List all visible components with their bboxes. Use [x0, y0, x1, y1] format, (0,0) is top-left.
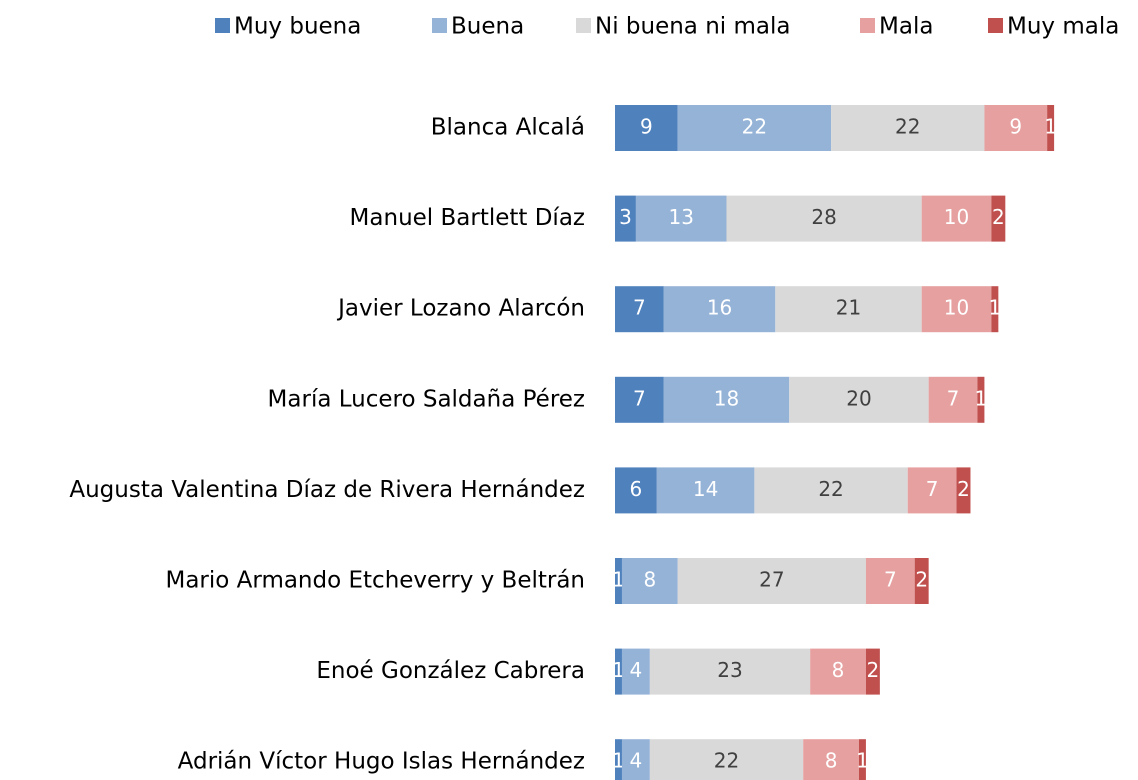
bar-segment: [649, 648, 811, 695]
legend-label: Ni buena ni mala: [595, 14, 790, 40]
bar-segment: [914, 558, 929, 604]
bar-segment: [615, 558, 622, 604]
value-label: 1: [612, 658, 625, 682]
bar-segment: [810, 648, 866, 695]
legend-swatch: [576, 18, 591, 33]
value-label: 8: [825, 749, 838, 773]
bar-segment: [635, 195, 727, 242]
bar-segment: [775, 286, 922, 333]
value-label: 1: [856, 749, 869, 773]
value-label: 7: [926, 477, 939, 501]
value-label: 28: [811, 205, 836, 229]
bar-segment: [663, 376, 790, 423]
bar-segment: [615, 467, 657, 514]
bar-segment: [621, 739, 650, 780]
bar-segment: [677, 558, 866, 604]
bar-segment: [754, 467, 908, 514]
value-label: 22: [742, 115, 767, 139]
legend-swatch: [432, 18, 447, 33]
bar-segment: [984, 105, 1048, 151]
bar-segment: [803, 739, 859, 780]
category-label: Enoé González Cabrera: [316, 658, 585, 684]
bar-segment: [1047, 105, 1055, 151]
value-label: 7: [947, 386, 960, 410]
bar-segment: [621, 648, 650, 695]
value-label: 23: [717, 658, 742, 682]
category-label: Manuel Bartlett Díaz: [350, 205, 585, 231]
value-label: 22: [714, 749, 739, 773]
value-label: 10: [944, 205, 969, 229]
bar-segment: [621, 558, 678, 604]
bar-segment: [858, 739, 866, 780]
bar-segment: [789, 376, 929, 423]
value-label: 1: [988, 296, 1001, 320]
value-label: 2: [915, 568, 928, 592]
bar-segment: [615, 376, 664, 423]
value-label: 8: [832, 658, 845, 682]
bar-segment: [977, 376, 985, 423]
value-label: 7: [633, 296, 646, 320]
value-label: 10: [944, 296, 969, 320]
bar-segment: [615, 105, 678, 151]
legend-label: Mala: [879, 14, 933, 40]
legend-label: Muy buena: [234, 14, 361, 40]
value-label: 22: [818, 477, 843, 501]
value-label: 9: [640, 115, 653, 139]
bar-segment: [656, 467, 755, 514]
category-label: Adrián Víctor Hugo Islas Hernández: [178, 749, 585, 775]
value-label: 18: [714, 386, 739, 410]
bar-segment: [831, 105, 985, 151]
bar-segment: [865, 558, 915, 604]
value-label: 2: [957, 477, 970, 501]
value-label: 20: [846, 386, 871, 410]
value-label: 1: [1044, 115, 1057, 139]
value-label: 7: [884, 568, 897, 592]
bar-segment: [921, 286, 992, 333]
bar-segment: [615, 648, 622, 695]
legend-swatch: [988, 18, 1003, 33]
legend-swatch: [860, 18, 875, 33]
category-label: Augusta Valentina Díaz de Rivera Hernánd…: [69, 477, 585, 503]
bar-segment: [991, 286, 999, 333]
bar-segment: [907, 467, 957, 514]
value-label: 1: [612, 749, 625, 773]
bar-segment: [649, 739, 804, 780]
value-label: 14: [693, 477, 718, 501]
bar-segment: [615, 195, 636, 242]
bar-segment: [928, 376, 978, 423]
bar-segment: [677, 105, 832, 151]
legend-label: Muy mala: [1007, 14, 1119, 40]
value-label: 7: [633, 386, 646, 410]
value-label: 2: [867, 658, 880, 682]
category-label: María Lucero Saldaña Pérez: [268, 386, 585, 412]
value-label: 2: [992, 205, 1005, 229]
bar-segment: [615, 286, 664, 333]
value-label: 22: [895, 115, 920, 139]
category-label: Mario Armando Etcheverry y Beltrán: [165, 568, 585, 594]
bar-segment: [726, 195, 922, 242]
value-label: 3: [619, 205, 632, 229]
value-label: 21: [836, 296, 861, 320]
category-label: Blanca Alcalá: [431, 115, 585, 141]
value-label: 1: [612, 568, 625, 592]
legend-swatch: [215, 18, 230, 33]
bar-segment: [865, 648, 880, 695]
bar-segment: [991, 195, 1006, 242]
bar-segment: [921, 195, 992, 242]
value-label: 16: [707, 296, 732, 320]
value-label: 1: [975, 386, 988, 410]
value-label: 8: [643, 568, 656, 592]
value-label: 27: [759, 568, 784, 592]
value-label: 6: [630, 477, 643, 501]
bar-segment: [615, 739, 622, 780]
value-label: 13: [668, 205, 693, 229]
bar-segment: [663, 286, 776, 333]
category-label: Javier Lozano Alarcón: [336, 296, 585, 322]
value-label: 4: [630, 749, 643, 773]
legend-label: Buena: [451, 14, 524, 40]
value-label: 9: [1009, 115, 1022, 139]
bar-segment: [956, 467, 971, 514]
value-label: 4: [630, 658, 643, 682]
